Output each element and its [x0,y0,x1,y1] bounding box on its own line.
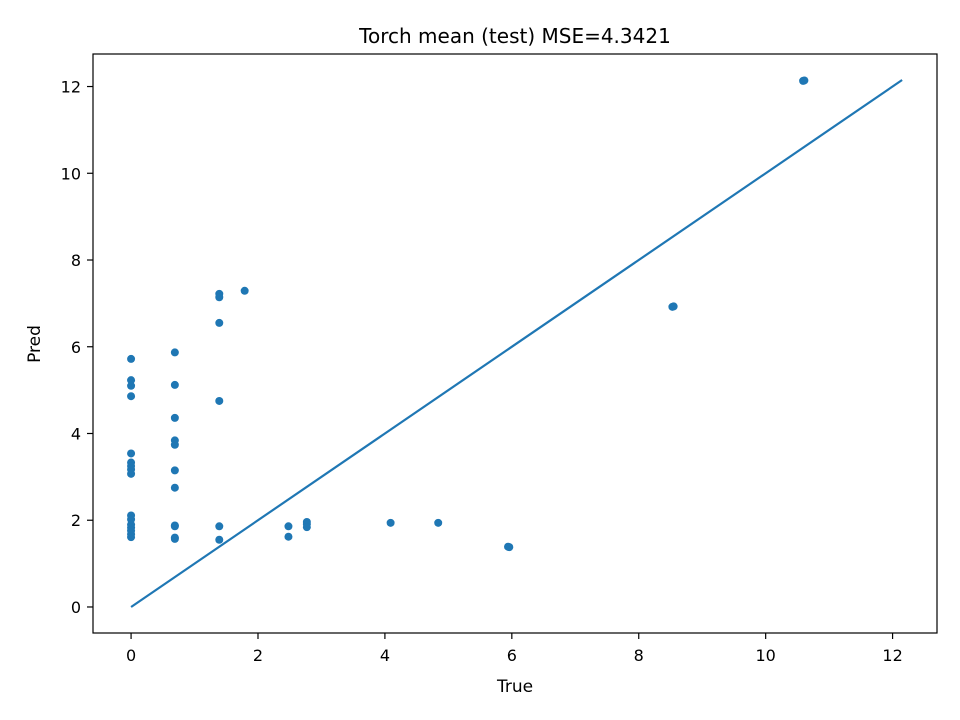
data-point [505,543,514,552]
data-point [127,533,136,542]
y-tick-label: 2 [71,511,81,530]
data-point [127,449,136,458]
plot-frame [92,53,938,634]
data-point [215,535,224,544]
data-point [800,76,809,85]
data-point [170,348,179,357]
x-axis-label: True [496,677,533,697]
plot-area [127,76,903,608]
x-axis: 0 2 4 6 8 10 12 [126,633,903,665]
data-point [669,302,678,311]
x-tick-label: 10 [755,646,775,665]
data-point [127,376,136,385]
x-tick-label: 2 [253,646,263,665]
data-point [284,522,293,531]
data-point [170,380,179,389]
data-point [127,469,136,478]
x-tick-label: 8 [634,646,644,665]
data-point [127,381,136,390]
data-point [170,534,179,543]
data-point [127,354,136,363]
y-tick-label: 6 [71,338,81,357]
x-tick-label: 12 [882,646,902,665]
data-point [302,523,311,532]
x-tick-label: 0 [126,646,136,665]
data-point [215,396,224,405]
y-axis: 0 2 4 6 8 10 12 [61,78,93,617]
data-point [127,392,136,401]
data-point [284,532,293,541]
data-point [170,413,179,422]
data-point [434,518,443,527]
data-point [215,293,224,302]
data-point [215,522,224,531]
data-point [386,518,395,527]
y-tick-label: 4 [71,424,81,443]
y-axis-label: Pred [25,325,45,363]
x-tick-label: 4 [380,646,390,665]
y-tick-label: 10 [61,164,81,183]
y-tick-label: 12 [61,78,81,97]
y-tick-label: 8 [71,251,81,270]
x-tick-label: 6 [507,646,517,665]
data-point [170,466,179,475]
y-tick-label: 0 [71,598,81,617]
data-point [240,286,249,295]
identity-line [130,79,903,608]
data-point [170,440,179,449]
data-point [215,318,224,327]
data-point [170,483,179,492]
chart-title: Torch mean (test) MSE=4.3421 [358,24,671,48]
data-point [170,522,179,531]
